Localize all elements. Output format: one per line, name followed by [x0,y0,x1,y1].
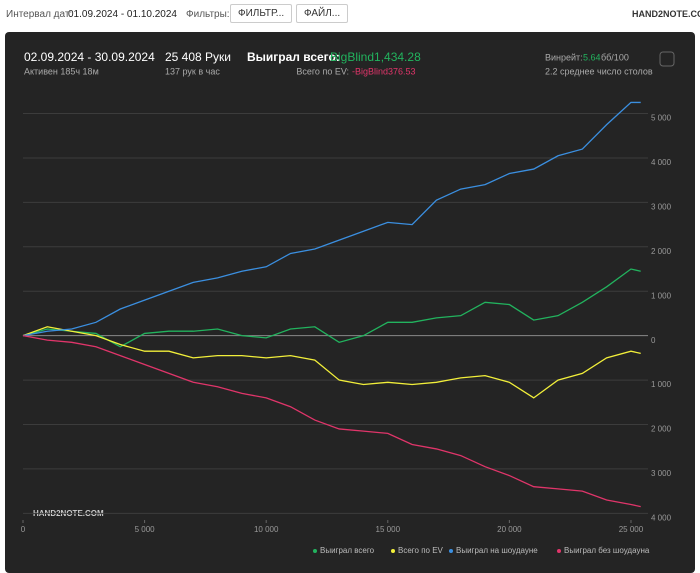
legend-label: Выиграл всего [320,546,375,555]
legend-label: Выиграл на шоудауне [456,546,538,555]
series-line [22,335,641,508]
legend-label: Всего по EV [398,546,444,555]
winrate-unit: бб/100 [601,52,629,62]
y-tick-label: 5 000 [651,114,672,123]
panel-bg [5,32,695,573]
filter-button[interactable]: ФИЛЬТР... [230,4,293,23]
series-line [22,326,641,399]
chart-panel: 02.09.2024 - 30.09.2024 25 408 Руки Выиг… [5,32,695,573]
y-tick-label: 3 000 [651,469,672,478]
x-tick-label: 5 000 [135,525,156,534]
file-button[interactable]: ФАЙЛ... [296,4,349,23]
winrate-value: 5.64 [583,52,601,62]
logo[interactable]: HAND2NOTE.COM [632,9,700,19]
y-tick-label: 1 000 [651,380,672,389]
x-tick-label: 0 [21,525,26,534]
y-tick-label: 2 000 [651,247,672,256]
settings-icon[interactable] [659,51,675,67]
x-tick-label: 10 000 [254,525,279,534]
date-label: Интервал дат: [6,9,73,20]
won-value: BigBlind1,434.28 [330,50,421,64]
y-tick-label: 4 000 [651,513,672,522]
hands: 25 408 Руки [165,50,231,64]
y-tick-label: 3 000 [651,202,672,211]
period: 02.09.2024 - 30.09.2024 [24,50,155,64]
y-tick-label: 0 [651,336,656,345]
winrate-label: Винрейт: [545,52,583,62]
legend-dot [557,549,561,553]
x-tick-label: 20 000 [497,525,522,534]
toolbar: Интервал дат: 01.09.2024 - 01.10.2024 Фи… [0,0,700,30]
won-label: Выиграл всего: [247,50,340,64]
x-tick-label: 25 000 [619,525,644,534]
series-line [22,101,641,337]
legend-label: Выиграл без шоудауна [564,546,650,555]
legend-dot [391,549,395,553]
y-tick-label: 2 000 [651,425,672,434]
series-line [22,268,641,348]
filters-label: Фильтры: [186,9,230,20]
legend-dot [449,549,453,553]
hands-per-hour: 137 рук в час [165,66,220,76]
ev-value: -BigBlind376.53 [352,66,416,76]
date-range[interactable]: 01.09.2024 - 01.10.2024 [68,9,177,20]
legend-dot [313,549,317,553]
y-tick-label: 1 000 [651,291,672,300]
active: Активен 185ч 18м [24,66,99,76]
ev-label: Всего по EV: [296,66,349,76]
y-tick-label: 4 000 [651,158,672,167]
tables: 2.2 среднее число столов [545,66,653,76]
x-tick-label: 15 000 [376,525,401,534]
